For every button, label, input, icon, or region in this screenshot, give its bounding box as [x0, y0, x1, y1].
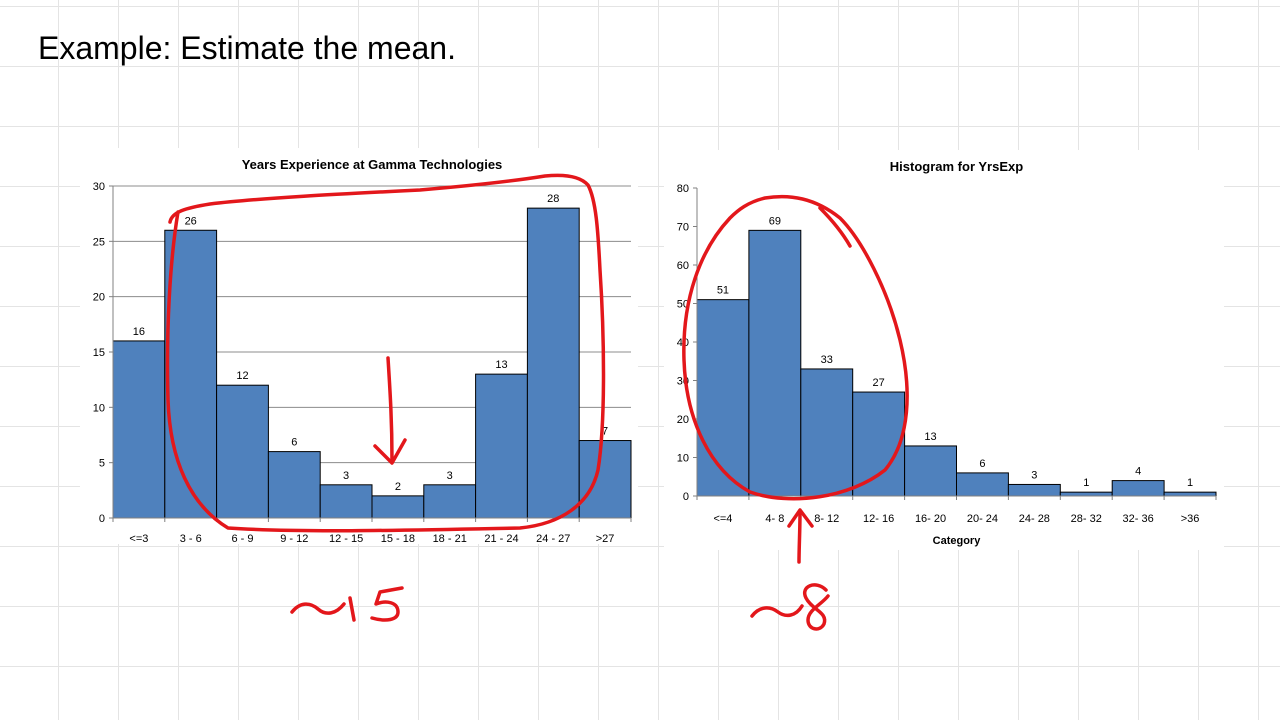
data-label: 26 [185, 215, 197, 227]
x-tick-label: 20- 24 [967, 513, 998, 525]
x-tick-label: >36 [1181, 513, 1200, 525]
data-label: 6 [979, 458, 985, 470]
y-tick-label: 5 [99, 458, 105, 470]
chart-histogram-yrsexp-svg: Histogram for YrsExp 0 10 20 30 40 50 60 70 80 51 <… [677, 159, 1217, 547]
x-tick-label: 28- 32 [1071, 513, 1102, 525]
y-tick-label: 0 [683, 491, 689, 503]
chart-years-experience: Years Experience at Gamma Technologies 0 5… [80, 148, 638, 544]
bar [1007, 483, 1061, 497]
x-tick-label: <=3 [129, 533, 148, 544]
x-tick-label: 15 - 18 [381, 533, 415, 544]
x-tick-label: 4- 8 [765, 513, 784, 525]
data-label: 16 [133, 326, 145, 338]
bar [800, 368, 854, 497]
ink-text-left-tilde [290, 602, 346, 615]
data-label: 13 [495, 359, 507, 371]
x-tick-label: 9 - 12 [280, 533, 308, 544]
data-label: 28 [547, 193, 559, 205]
data-label: 6 [291, 437, 297, 449]
data-label: 7 [602, 426, 608, 438]
y-tick-label: 20 [93, 292, 105, 304]
y-tick-label: 25 [93, 236, 105, 248]
chart-years-experience-svg: Years Experience at Gamma Technologies 0 5… [93, 157, 632, 544]
data-label: 2 [395, 481, 401, 493]
bar [267, 451, 321, 519]
x-tick-label: >27 [596, 533, 615, 544]
data-label: 12 [236, 370, 248, 382]
bar [1111, 480, 1165, 497]
x-tick-label: 3 - 6 [180, 533, 202, 544]
chart-title: Histogram for YrsExp [890, 159, 1023, 174]
bar [1059, 491, 1113, 497]
ink-text-left-one [348, 596, 356, 622]
x-tick-label: 21 - 24 [484, 533, 518, 544]
data-label: 3 [447, 470, 453, 482]
data-label: 1 [1083, 477, 1089, 489]
y-tick-label: 20 [677, 414, 689, 426]
data-label: 1 [1187, 477, 1193, 489]
x-tick-label: 16- 20 [915, 513, 946, 525]
data-label: 27 [873, 377, 885, 389]
bar [526, 207, 580, 519]
y-tick-label: 0 [99, 513, 105, 525]
bar [956, 472, 1009, 497]
bar [475, 373, 528, 519]
y-tick-label: 70 [677, 222, 689, 234]
data-label: 4 [1135, 466, 1141, 478]
data-label: 3 [343, 470, 349, 482]
bar [371, 495, 425, 519]
data-label: 51 [717, 285, 729, 297]
x-tick-label: 18 - 21 [433, 533, 467, 544]
y-tick-label: 10 [677, 453, 689, 465]
bar [1163, 491, 1217, 497]
y-tick-label: 50 [677, 299, 689, 311]
x-tick-label: 32- 36 [1123, 513, 1154, 525]
data-label: 69 [769, 215, 781, 227]
y-tick-label: 10 [93, 402, 105, 414]
data-label: 3 [1031, 469, 1037, 481]
x-tick-label: <=4 [713, 513, 732, 525]
x-tick-label: 24- 28 [1019, 513, 1050, 525]
x-axis-label: Category [933, 535, 982, 547]
x-tick-label: 12 - 15 [329, 533, 363, 544]
y-tick-label: 30 [677, 376, 689, 388]
ink-text-right-eight [802, 583, 830, 631]
bar [319, 484, 373, 519]
bar [852, 391, 906, 497]
bar [904, 445, 958, 497]
chart-title: Years Experience at Gamma Technologies [242, 157, 503, 172]
slide-title: Example: Estimate the mean. [38, 30, 456, 66]
bar [748, 229, 802, 497]
bar [164, 229, 218, 519]
x-tick-label: 6 - 9 [231, 533, 253, 544]
y-tick-label: 80 [677, 183, 689, 195]
chart-histogram-yrsexp: Histogram for YrsExp 0 10 20 30 40 50 60 70 80 51 <… [664, 150, 1224, 550]
x-tick-label: 12- 16 [863, 513, 894, 525]
bar [696, 299, 750, 497]
y-tick-label: 60 [677, 260, 689, 272]
ink-text-left-five [370, 586, 404, 622]
y-tick-label: 15 [93, 347, 105, 359]
x-tick-label: 24 - 27 [536, 533, 570, 544]
y-tick-label: 40 [677, 337, 689, 349]
ink-text-right-tilde [750, 604, 804, 618]
bar [578, 440, 632, 519]
bar [423, 484, 477, 519]
data-label: 13 [924, 431, 936, 443]
data-label: 33 [821, 354, 833, 366]
bar [112, 340, 166, 519]
x-tick-label: 8- 12 [814, 513, 839, 525]
bar [216, 384, 269, 519]
y-tick-label: 30 [93, 181, 105, 193]
